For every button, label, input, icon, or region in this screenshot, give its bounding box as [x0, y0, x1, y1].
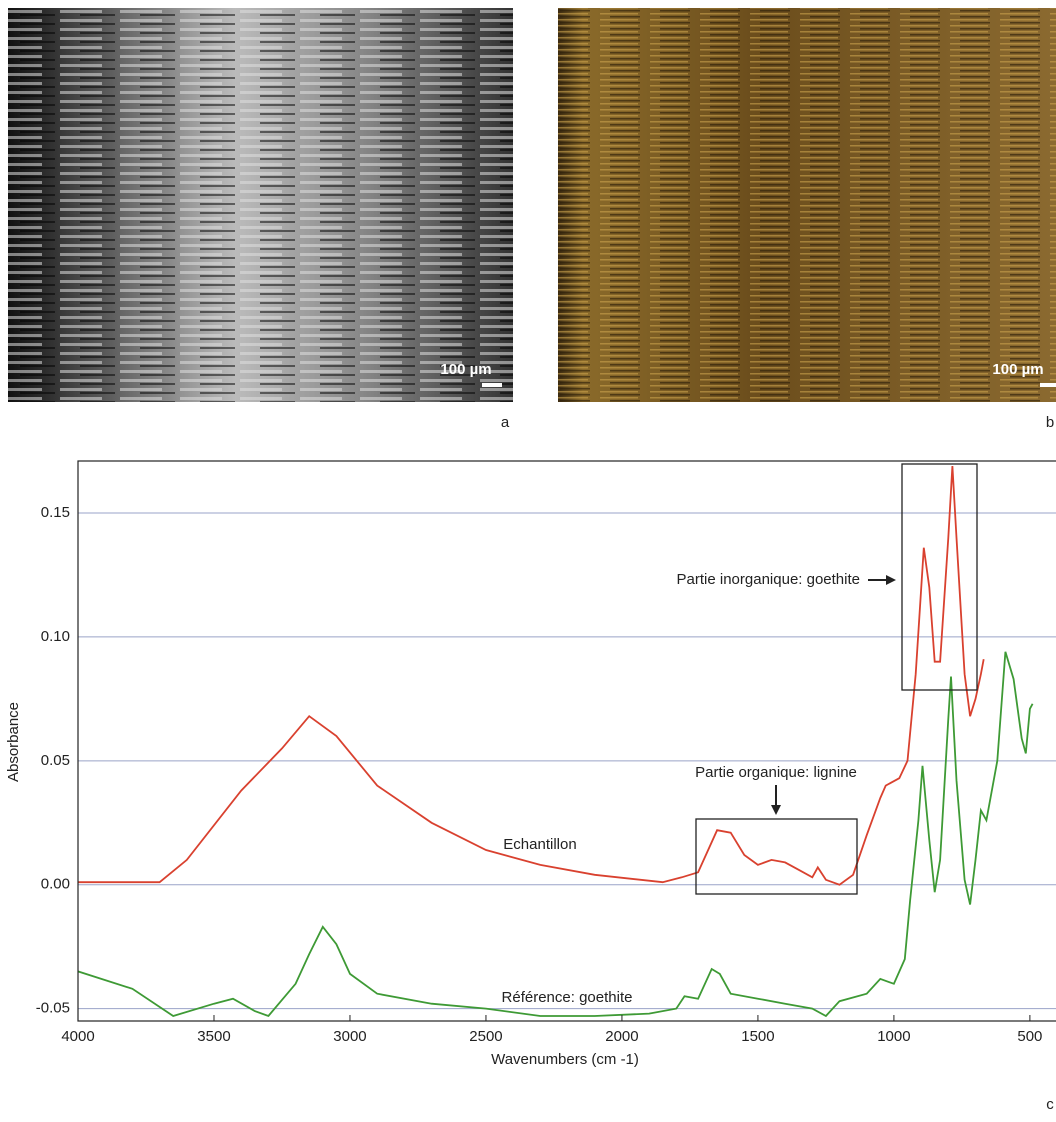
- x-tick-label: 1000: [877, 1028, 910, 1045]
- y-tick-label: 0.15: [41, 504, 70, 521]
- series-line: [78, 651, 1034, 1018]
- scale-bar: [1040, 383, 1056, 387]
- scale-bar: [482, 383, 502, 387]
- y-tick-label: -0.05: [36, 1000, 70, 1017]
- x-tick-label: 1500: [741, 1028, 774, 1045]
- x-axis-title: Wavenumbers (cm -1): [491, 1051, 639, 1068]
- x-tick-label: 3000: [333, 1028, 366, 1045]
- scale-label: 100 µm: [440, 361, 491, 378]
- y-axis-title: Absorbance: [5, 702, 22, 782]
- x-tick-label: 2500: [469, 1028, 502, 1045]
- x-tick-label: 2000: [605, 1028, 638, 1045]
- series-label: Référence: goethite: [502, 989, 633, 1006]
- panel-label: a: [501, 414, 510, 431]
- x-tick-label: 3500: [197, 1028, 230, 1045]
- photo-b-texture: [558, 8, 1056, 402]
- x-tick-label: 500: [1017, 1028, 1042, 1045]
- panel-label: c: [1046, 1096, 1054, 1113]
- panel-label: b: [1046, 414, 1054, 431]
- scale-label: 100 µm: [992, 361, 1043, 378]
- series-label: Echantillon: [503, 836, 576, 853]
- annotation: Partie inorganique: goethite: [677, 571, 860, 588]
- photo-a-texture: [8, 8, 513, 402]
- annotation: Partie organique: lignine: [695, 764, 857, 781]
- arrow-head: [771, 805, 781, 815]
- highlight-box: [695, 818, 858, 895]
- highlight-box: [901, 463, 978, 691]
- series-line: [78, 465, 985, 886]
- plot-frame: [77, 460, 1056, 1022]
- y-tick-label: 0.05: [41, 752, 70, 769]
- arrow-head: [886, 575, 896, 585]
- x-tick-label: 4000: [61, 1028, 94, 1045]
- y-tick-label: 0.10: [41, 628, 70, 645]
- y-tick-label: 0.00: [41, 876, 70, 893]
